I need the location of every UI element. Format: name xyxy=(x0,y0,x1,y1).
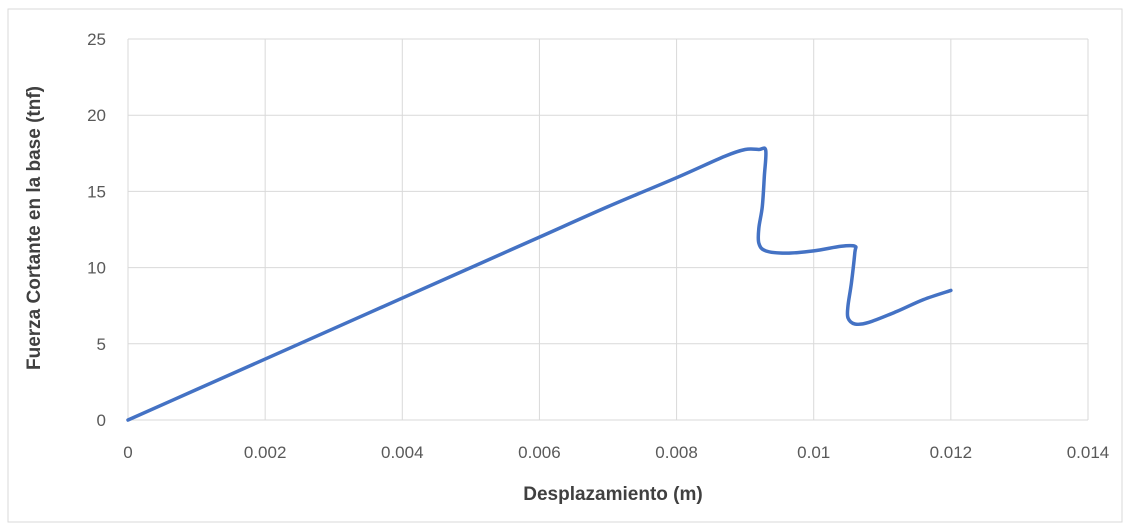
series-line-0 xyxy=(126,146,953,422)
x-tick-label: 0.004 xyxy=(381,443,424,462)
x-tick-label: 0 xyxy=(123,443,132,462)
y-tick-label: 0 xyxy=(97,411,106,430)
x-tick-labels: 0 0.002 0.004 0.006 0.008 0.01 0.012 0.014 xyxy=(123,443,1109,462)
gridlines xyxy=(127,38,1089,421)
y-tick-label: 5 xyxy=(97,335,106,354)
x-tick-label: 0.012 xyxy=(930,443,973,462)
x-tick-label: 0.002 xyxy=(244,443,287,462)
y-tick-label: 25 xyxy=(87,30,106,49)
x-tick-label: 0.008 xyxy=(655,443,698,462)
y-tick-label: 15 xyxy=(87,182,106,201)
x-tick-label: 0.01 xyxy=(797,443,830,462)
x-tick-label: 0.006 xyxy=(518,443,561,462)
y-tick-label: 10 xyxy=(87,259,106,278)
chart-frame xyxy=(7,8,1123,523)
x-axis-title: Desplazamiento (m) xyxy=(523,484,702,505)
y-axis-title: Fuerza Cortante en la base (tnf) xyxy=(24,86,45,370)
x-tick-label: 0.014 xyxy=(1067,443,1110,462)
y-tick-labels: 0 5 10 15 20 25 xyxy=(87,30,106,430)
y-tick-label: 20 xyxy=(87,106,106,125)
series-group xyxy=(126,146,953,422)
